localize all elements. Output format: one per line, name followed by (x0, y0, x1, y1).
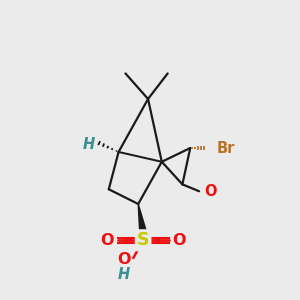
Polygon shape (138, 204, 146, 233)
Text: O: O (117, 252, 130, 267)
Text: H: H (118, 267, 130, 282)
Text: O: O (172, 233, 186, 248)
Text: =: = (125, 235, 134, 245)
Text: Br: Br (217, 140, 235, 155)
Text: O: O (204, 184, 217, 199)
Text: S: S (137, 231, 149, 249)
Text: H: H (83, 136, 95, 152)
Text: O: O (100, 233, 114, 248)
Text: =: = (153, 235, 161, 245)
